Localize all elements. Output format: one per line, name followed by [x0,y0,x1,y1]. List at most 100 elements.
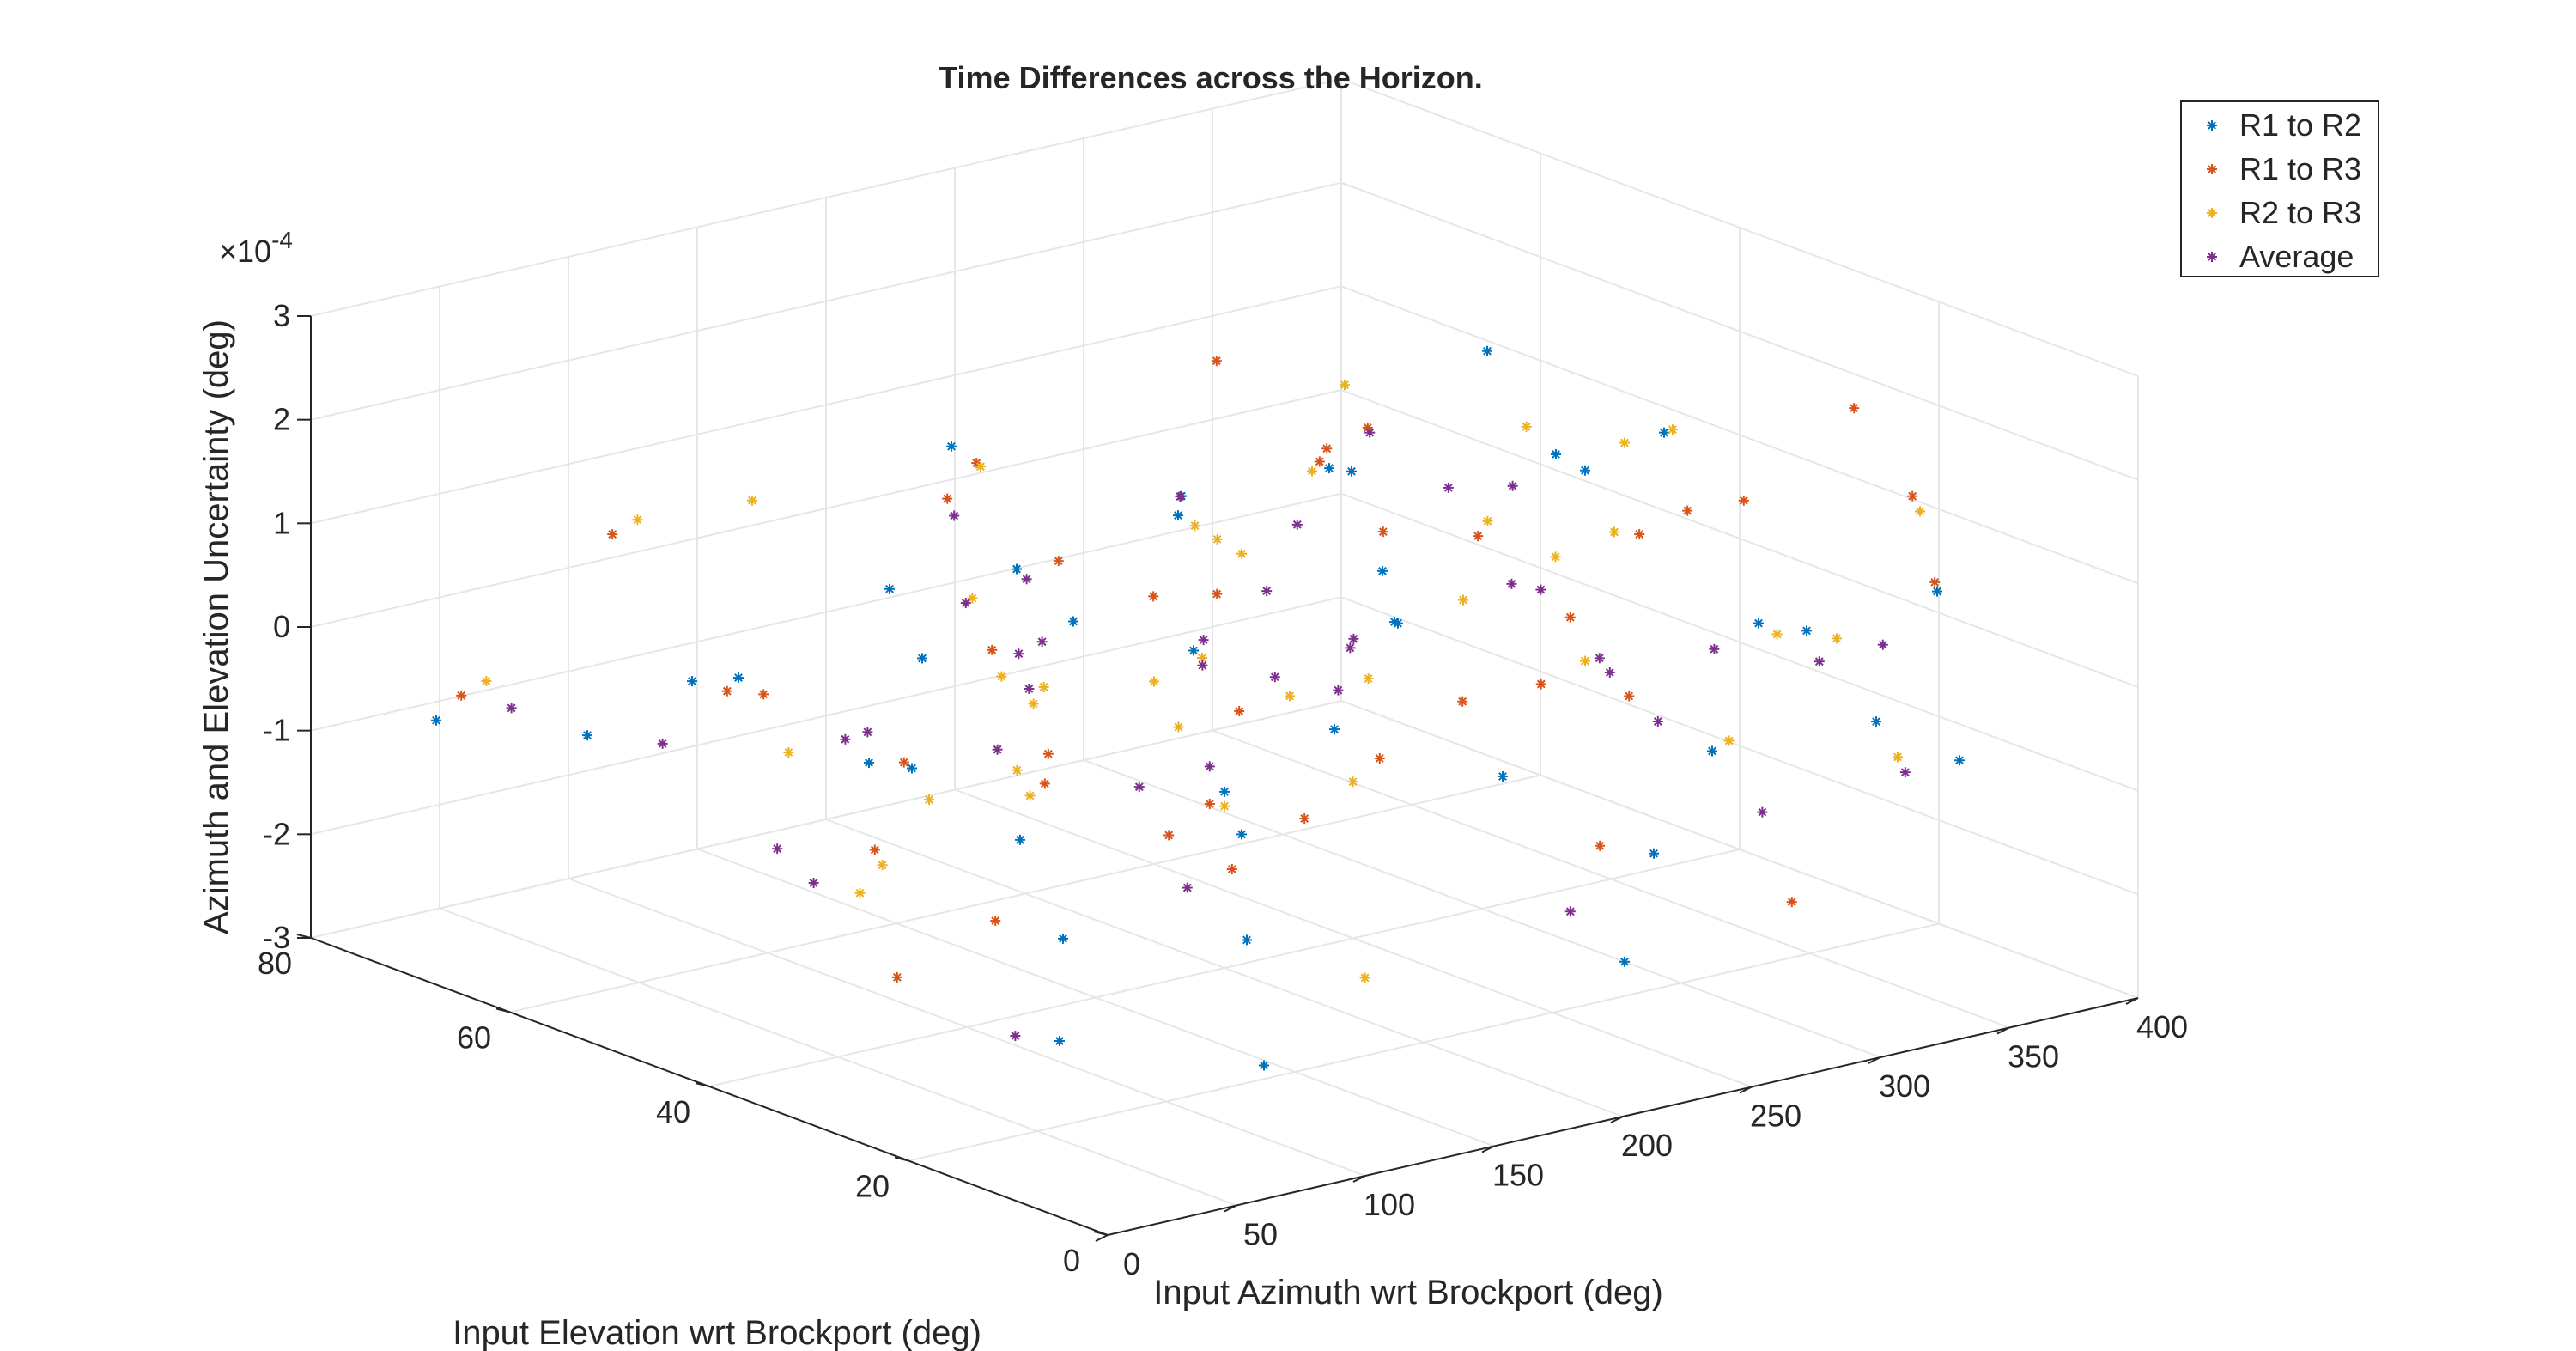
data-points [431,345,1965,1071]
data-point [990,916,1001,927]
data-point [1458,594,1468,606]
x-tick-label: 350 [2008,1039,2059,1074]
data-point [1324,463,1334,474]
data-point [456,690,467,701]
data-point [1021,574,1032,585]
data-point [996,671,1007,682]
data-point [1609,526,1619,538]
data-point [1054,1036,1065,1047]
data-point [1148,591,1159,602]
data-point [1929,576,1941,587]
data-point [1832,633,1842,644]
back-wall-gridline-z [310,389,1342,628]
data-point [1242,934,1252,946]
series-r1-to-r3 [456,356,1941,983]
data-point [1198,635,1209,646]
data-point [917,653,927,664]
data-point [1036,636,1048,648]
data-point [808,878,819,889]
data-point [481,675,492,686]
data-point [1038,681,1049,692]
data-point [1068,616,1078,627]
data-point [891,971,902,983]
data-point [1564,612,1576,623]
data-point [864,758,874,769]
data-point [840,733,851,745]
data-point [1521,421,1532,432]
back-wall-gridline-z [310,78,1342,317]
data-point [1212,533,1223,545]
data-point [1535,679,1546,690]
data-point [1738,495,1749,506]
data-point [1013,648,1024,660]
data-point [854,887,866,898]
data-point [1786,897,1797,908]
data-point [987,644,998,655]
chart-title: Time Differences across the Horizon. [939,60,1483,95]
data-point [1329,724,1340,735]
side-wall-gridline-z [1340,389,2139,688]
x-tick-mark [1996,1026,2010,1035]
data-point [1624,691,1635,702]
x-tick-mark [1739,1086,1753,1094]
data-point [960,598,971,609]
series-r2-to-r3 [481,380,1925,983]
x-tick-mark [2125,997,2139,1005]
data-point [992,744,1003,755]
legend-label: R2 to R3 [2239,195,2361,230]
data-point [1015,834,1025,845]
data-point [1042,748,1054,759]
data-point [1482,515,1493,526]
data-point [975,461,986,472]
data-point [1204,798,1215,809]
data-point [1321,443,1333,454]
z-exponent-label: ×10-4 [219,227,293,269]
data-point [1634,529,1645,540]
y-tick-label: 0 [1063,1243,1080,1278]
x-tick-label: 0 [1123,1246,1140,1281]
x-tick-label: 250 [1750,1098,1801,1134]
data-point [949,510,960,521]
data-point [1058,933,1068,944]
back-wall-gridline-z [310,285,1342,525]
data-point [862,727,873,738]
data-point [1551,448,1561,459]
x-axis-label: Input Azimuth wrt Brockport (deg) [1153,1274,1663,1311]
data-point [1377,565,1388,576]
data-point [1757,806,1768,818]
data-point [1259,1060,1269,1071]
data-point [1915,506,1925,517]
data-point [1580,465,1590,476]
data-point [1801,625,1812,636]
data-point [1204,761,1215,772]
data-point [1299,813,1310,825]
z-tick-label: -3 [263,920,290,955]
z-tick-label: 2 [273,402,290,437]
data-point [733,672,744,684]
data-point [1173,510,1183,521]
x-tick-label: 150 [1492,1158,1544,1193]
data-point [1347,776,1358,788]
data-point [1219,786,1230,797]
back-wall-gridline-z [310,700,1342,939]
data-point [1269,672,1280,683]
data-point [1535,584,1546,595]
data-point [1604,666,1615,678]
y-tick-label: 40 [656,1094,690,1129]
data-point [1236,829,1247,840]
data-point [1133,782,1145,793]
y-tick-label: 20 [855,1169,890,1204]
data-point [1473,531,1484,542]
y-tick-label: 80 [258,946,292,981]
data-point [1226,863,1237,874]
z-tick-label: -1 [263,713,290,748]
data-point [1189,520,1200,532]
y-tick-mark [695,1082,710,1087]
side-wall-gridline-z [1340,700,2139,999]
data-point [1506,578,1517,589]
x-tick-mark [1610,1116,1624,1123]
data-point [1182,882,1193,893]
data-point [1877,639,1888,650]
data-point [431,715,441,726]
data-point [877,860,888,871]
